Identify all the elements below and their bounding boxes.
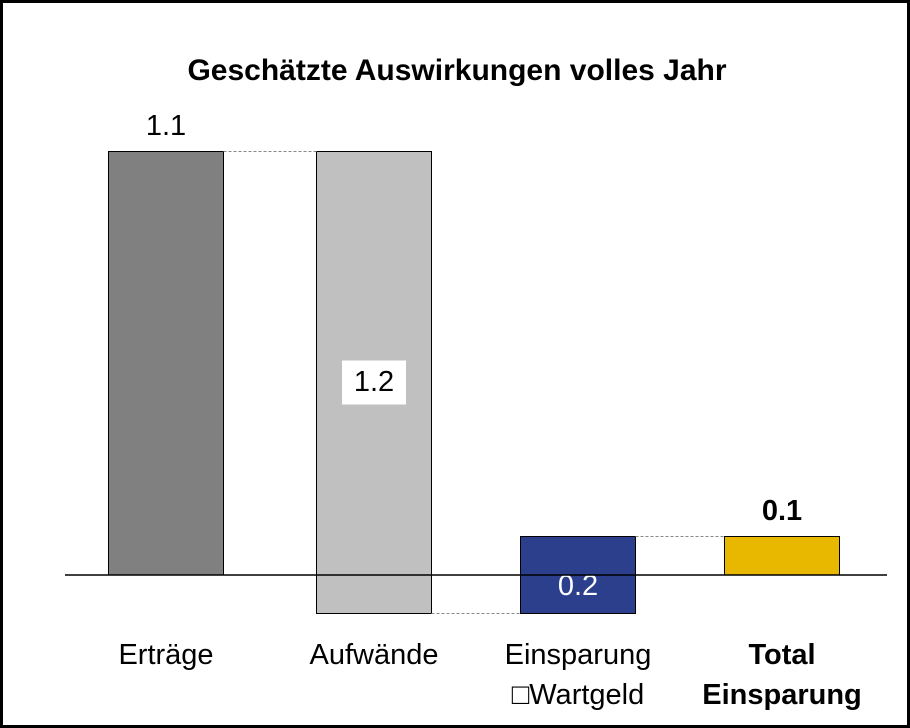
bar xyxy=(724,536,840,576)
value-label: 1.2 xyxy=(354,366,394,398)
x-tick-label: Erträge xyxy=(118,639,213,671)
chart-title: Geschätzte Auswirkungen volles Jahr xyxy=(187,54,726,87)
bar xyxy=(108,151,224,576)
x-tick-label: Aufwände xyxy=(310,639,439,671)
x-tick-label: Einsparung □Wartgeld xyxy=(505,639,652,711)
value-label: 0.1 xyxy=(762,495,802,527)
value-label-box xyxy=(342,360,406,405)
value-label: 1.1 xyxy=(146,110,186,142)
x-tick-label: Total Einsparung xyxy=(702,639,862,711)
